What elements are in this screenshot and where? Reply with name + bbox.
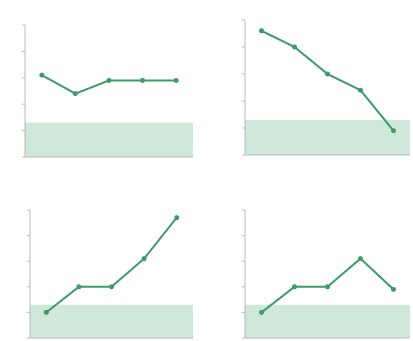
point <box>391 128 396 134</box>
shaded-band <box>25 122 193 157</box>
point <box>259 309 264 315</box>
point <box>76 284 82 290</box>
point <box>109 284 114 290</box>
line <box>261 29 395 132</box>
point <box>140 77 146 83</box>
point <box>325 284 330 290</box>
shaded-band <box>245 119 410 155</box>
point <box>259 28 264 34</box>
point <box>174 215 180 221</box>
point <box>325 71 330 77</box>
point <box>72 91 78 97</box>
point <box>39 72 45 78</box>
point <box>292 284 297 290</box>
line <box>41 74 177 95</box>
line <box>45 217 178 314</box>
point <box>173 77 179 83</box>
shaded-band <box>30 304 193 338</box>
point <box>106 77 112 83</box>
point <box>141 256 147 262</box>
point <box>358 256 363 262</box>
point <box>358 87 363 93</box>
point <box>292 44 297 50</box>
shaded-band <box>245 304 410 338</box>
point <box>43 309 49 315</box>
point <box>391 286 396 292</box>
